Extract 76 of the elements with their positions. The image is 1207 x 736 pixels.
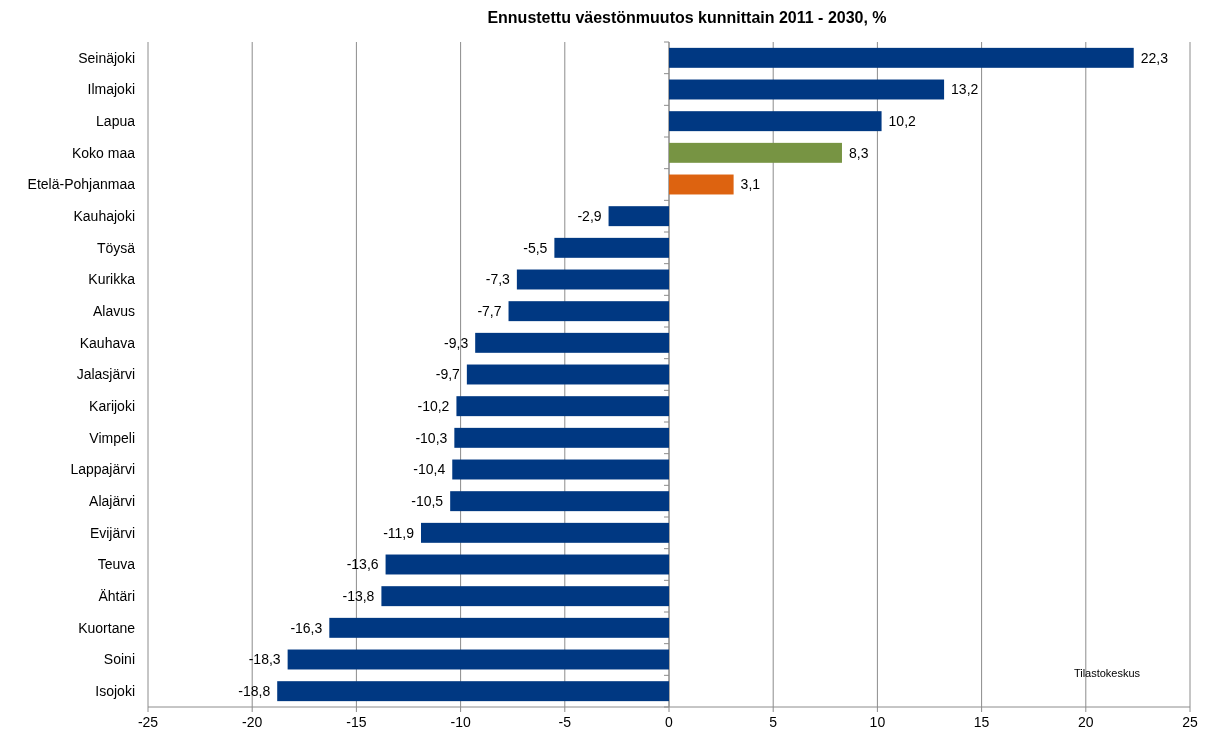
y-tick-label: Jalasjärvi	[76, 366, 135, 383]
data-label: -9,3	[444, 334, 469, 351]
data-label: -13,8	[342, 588, 375, 605]
y-tick-label: Lappajärvi	[70, 461, 135, 478]
y-tick-label: Teuva	[97, 556, 136, 573]
y-tick-label: Alavus	[92, 303, 135, 320]
y-tick-label: Kauhava	[79, 334, 136, 351]
bar	[669, 174, 734, 195]
data-label: -9,7	[435, 366, 461, 383]
bar	[381, 586, 669, 607]
bar	[329, 617, 669, 638]
x-tick-label: -25	[137, 714, 159, 730]
x-tick-label: 10	[869, 714, 886, 730]
bar	[450, 491, 669, 512]
bar	[669, 142, 842, 163]
y-tick-label: Ähtäri	[98, 588, 135, 605]
data-label: -2,9	[577, 208, 602, 225]
data-label: -11,9	[383, 524, 415, 541]
data-label: -10,3	[415, 429, 448, 446]
bar	[452, 459, 669, 480]
y-tick-label: Karijoki	[89, 398, 135, 415]
bar	[608, 206, 669, 227]
data-label: -16,3	[290, 619, 323, 636]
bar	[385, 554, 669, 575]
x-tick-label: -5	[558, 714, 572, 730]
bar	[508, 301, 669, 322]
y-tick-label: Isojoki	[95, 683, 135, 700]
data-label: -7,3	[485, 271, 511, 288]
data-label: 8,3	[848, 144, 869, 161]
bar	[475, 332, 669, 353]
y-tick-label: Alajärvi	[89, 493, 135, 510]
x-tick-label: -10	[450, 714, 471, 730]
x-tick-label: 20	[1078, 714, 1094, 730]
y-tick-label: Etelä-Pohjanmaa	[27, 176, 136, 193]
x-tick-label: 5	[769, 714, 778, 730]
x-tick-label: 15	[973, 714, 990, 730]
data-label: -13,6	[346, 556, 379, 573]
y-tick-label: Vimpeli	[89, 429, 135, 446]
annotation: Tilastokeskus	[1073, 667, 1141, 679]
data-label: 22,3	[1140, 49, 1169, 66]
y-tick-label: Töysä	[96, 239, 136, 256]
data-label: 10,2	[888, 113, 917, 130]
x-tick-label: -20	[242, 714, 263, 730]
bar	[516, 269, 669, 290]
data-label: 13,2	[951, 81, 979, 98]
data-label: -10,4	[413, 461, 446, 478]
bar	[669, 111, 882, 132]
bar	[456, 396, 669, 417]
y-tick-label: Koko maa	[71, 144, 136, 161]
data-label: -7,7	[477, 303, 502, 320]
bar	[669, 79, 945, 100]
y-tick-label: Kauhajoki	[73, 208, 135, 225]
y-tick-label: Kuortane	[78, 619, 136, 636]
y-tick-label: Ilmajoki	[87, 81, 135, 98]
data-label: -5,5	[523, 239, 548, 256]
x-tick-label: -15	[346, 714, 367, 730]
data-label: -18,8	[238, 683, 271, 700]
bar	[277, 681, 669, 702]
bar	[466, 364, 669, 385]
chart-title: Ennustettu väestönmuutos kunnittain 2011 - 2030, %	[487, 9, 887, 26]
bar	[287, 649, 669, 670]
data-label: -10,2	[417, 398, 450, 415]
y-tick-label: Lapua	[96, 113, 136, 130]
y-tick-label: Soini	[103, 651, 135, 668]
data-label: -18,3	[248, 651, 281, 668]
bar	[669, 47, 1134, 68]
x-tick-label: 0	[665, 714, 674, 730]
y-tick-label: Kurikka	[88, 271, 136, 288]
y-tick-label: Evijärvi	[89, 524, 135, 541]
bar	[454, 427, 669, 448]
data-label: -10,5	[411, 493, 444, 510]
bar	[421, 522, 669, 543]
x-tick-label: 25	[1182, 714, 1198, 730]
y-tick-label: Seinäjoki	[78, 49, 135, 66]
bar	[554, 237, 669, 258]
data-label: 3,1	[740, 176, 761, 193]
